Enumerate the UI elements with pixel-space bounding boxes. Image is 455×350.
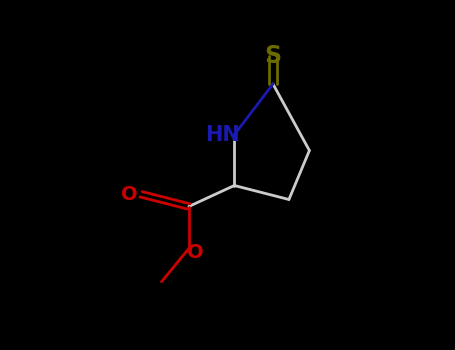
Text: O: O [121, 185, 138, 204]
Text: O: O [187, 243, 204, 261]
Text: S: S [264, 44, 282, 68]
Text: HN: HN [206, 125, 240, 145]
